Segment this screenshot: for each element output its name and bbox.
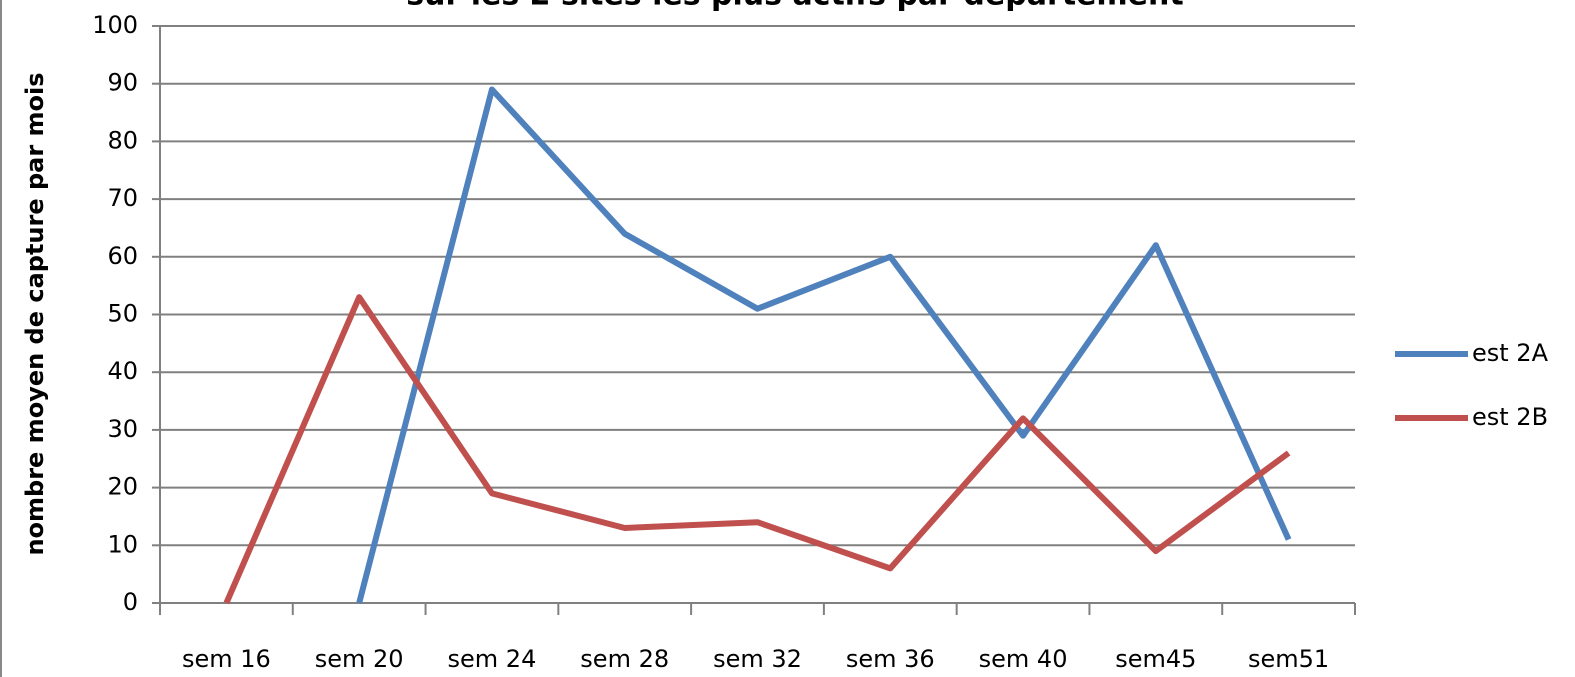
y-tick-label: 0 bbox=[123, 588, 138, 616]
x-tick-label: sem 36 bbox=[846, 645, 935, 673]
y-tick-label: 60 bbox=[107, 242, 138, 270]
series-line bbox=[356, 86, 1292, 604]
y-tick-label: 80 bbox=[107, 126, 138, 154]
x-tick-label: sem 24 bbox=[448, 645, 537, 673]
x-tick-label: sem 40 bbox=[979, 645, 1068, 673]
x-tick-label: sem51 bbox=[1248, 645, 1329, 673]
y-axis-label: nombre moyen de capture par mois bbox=[21, 72, 49, 555]
x-tick-label: sem45 bbox=[1115, 645, 1196, 673]
y-tick-label: 70 bbox=[107, 184, 138, 212]
y-tick-label: 30 bbox=[107, 415, 138, 443]
legend-label: est 2B bbox=[1472, 403, 1548, 431]
y-tick-label: 10 bbox=[107, 530, 138, 558]
y-tick-label: 90 bbox=[107, 69, 138, 97]
y-tick-label: 100 bbox=[92, 11, 138, 39]
x-tick-label: sem 16 bbox=[182, 645, 271, 673]
y-tick-label: 40 bbox=[107, 357, 138, 385]
legend-label: est 2A bbox=[1472, 339, 1549, 367]
series-line bbox=[223, 294, 1291, 605]
y-tick-label: 20 bbox=[107, 473, 138, 501]
y-tick-label: 50 bbox=[107, 300, 138, 328]
x-tick-label: sem 32 bbox=[713, 645, 802, 673]
chart-title: sur les 2 sites les plus actifs par dépa… bbox=[406, 0, 1183, 13]
x-tick-label: sem 20 bbox=[315, 645, 404, 673]
x-tick-label: sem 28 bbox=[580, 645, 669, 673]
